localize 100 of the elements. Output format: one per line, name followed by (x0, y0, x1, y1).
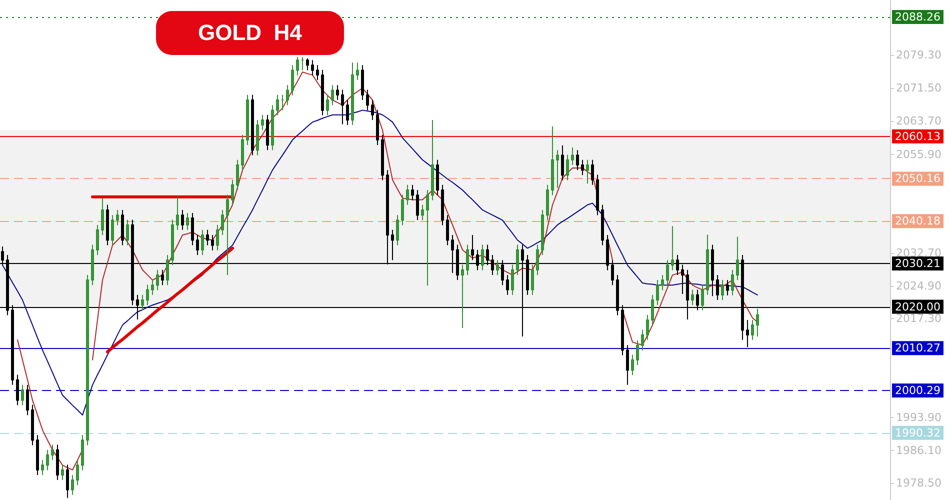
candlestick (176, 196, 179, 230)
candlestick (336, 84, 339, 100)
candlestick (591, 159, 594, 186)
candlestick (736, 236, 739, 281)
candlestick (636, 340, 639, 366)
candlestick (206, 229, 209, 246)
candlestick (196, 234, 199, 256)
candlestick (666, 260, 669, 286)
candlestick (226, 194, 229, 276)
ref-line-label: 1990.32 (895, 426, 940, 440)
candlestick (201, 229, 204, 256)
ref-line-label: 2000.29 (895, 384, 940, 397)
candlestick (566, 154, 569, 181)
candlestick (751, 319, 754, 340)
candlestick (166, 254, 169, 286)
candlestick (706, 234, 709, 296)
y-tick-label: 2055.90 (896, 148, 942, 161)
candlestick (631, 354, 634, 376)
candlestick (516, 244, 519, 276)
candlestick (41, 460, 44, 476)
ref-line-label: 2088.26 (895, 10, 940, 24)
candlestick (171, 219, 174, 266)
candlestick (581, 159, 584, 176)
candlestick (571, 147, 574, 166)
candlestick (326, 94, 329, 116)
candlestick (211, 234, 214, 251)
y-tick-label: 1993.90 (896, 411, 942, 424)
candlestick (536, 244, 539, 276)
candlestick (151, 280, 154, 296)
candlestick (626, 344, 629, 386)
candlestick (651, 294, 654, 326)
candlestick (601, 204, 604, 246)
candlestick (716, 274, 719, 300)
y-tick-label: 2024.90 (896, 279, 942, 292)
candlestick (281, 94, 284, 111)
candlestick (181, 209, 184, 230)
y-tick-label: 2063.70 (896, 114, 942, 128)
y-tick-label: 2071.50 (896, 82, 942, 95)
title-badge: GOLD H4 (156, 11, 344, 55)
candlestick (361, 64, 364, 100)
candlestick (661, 274, 664, 291)
candlestick (541, 209, 544, 256)
candlestick (391, 229, 394, 261)
ref-line-label: 2010.27 (895, 342, 940, 355)
candlestick (331, 84, 334, 106)
candlestick (141, 294, 144, 311)
candlestick (36, 434, 39, 476)
candlestick (71, 474, 74, 496)
candlestick (221, 209, 224, 236)
candlestick (246, 94, 249, 146)
candlestick (26, 384, 29, 416)
candlestick (471, 234, 474, 261)
candlestick (596, 174, 599, 216)
candlestick (116, 209, 119, 226)
candlestick (426, 190, 429, 286)
ref-line-label: 2040.18 (895, 214, 940, 228)
candlestick (351, 62, 354, 126)
candlestick (641, 329, 644, 352)
candlestick (76, 460, 79, 486)
candlestick (671, 226, 674, 271)
candlestick (51, 444, 54, 461)
candlestick (16, 374, 19, 406)
ref-line-label: 2060.13 (895, 130, 940, 143)
candlestick (726, 280, 729, 296)
ref-line-label: 2030.21 (895, 256, 940, 270)
candlestick (446, 214, 449, 246)
candlestick (81, 434, 84, 471)
candlestick (406, 184, 409, 206)
candlestick (366, 89, 369, 111)
candlestick (556, 150, 559, 188)
candlestick (441, 184, 444, 226)
line-series (106, 246, 234, 354)
candlestick (91, 244, 94, 286)
candlestick (481, 244, 484, 271)
candlestick (236, 159, 239, 191)
candlestick (381, 134, 384, 181)
y-tick-label: 2079.30 (896, 48, 942, 62)
candlestick (231, 179, 234, 206)
candlestick (161, 269, 164, 286)
candlestick (746, 319, 749, 348)
line-series (2, 110, 758, 416)
candlestick (251, 94, 254, 156)
candlestick (266, 114, 269, 151)
candlestick (531, 264, 534, 296)
candlestick (371, 100, 374, 120)
candlestick (506, 274, 509, 296)
ref-line-label: 2020.00 (895, 300, 940, 314)
candlestick (341, 89, 344, 125)
candlestick (256, 119, 259, 156)
candlestick (691, 289, 694, 306)
candlestick (376, 109, 379, 146)
candlestick (306, 58, 309, 71)
candlestick (411, 184, 414, 201)
candlestick (721, 280, 724, 300)
candlestick (321, 69, 324, 116)
candlestick (111, 214, 114, 246)
candlestick (511, 264, 514, 296)
candlestick (121, 209, 124, 246)
candlestick (701, 284, 704, 311)
candlestick (186, 212, 189, 230)
